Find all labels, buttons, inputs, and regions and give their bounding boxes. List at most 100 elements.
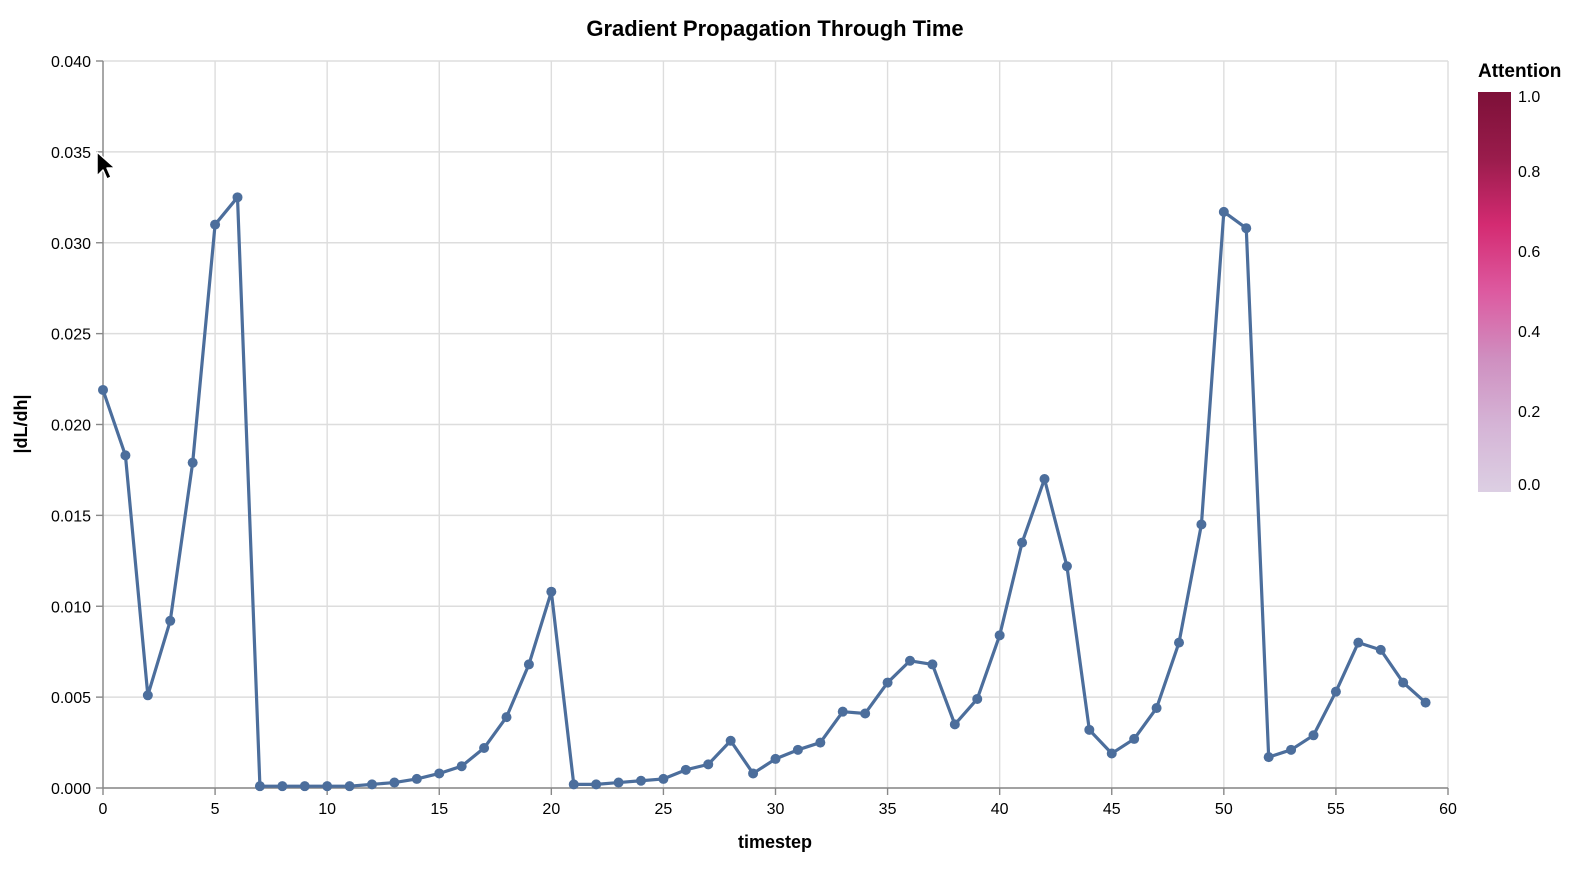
data-point[interactable] [456, 761, 467, 772]
x-tick-label: 55 [1327, 801, 1345, 818]
data-point[interactable] [994, 630, 1005, 641]
data-point[interactable] [636, 775, 646, 786]
axes: 0 5 10 15 20 25 30 35 40 45 50 55 60 0.000 0.005 0.010 0… [51, 54, 1457, 818]
data-point[interactable] [523, 659, 534, 670]
data-point[interactable] [98, 384, 108, 395]
x-tick-label: 20 [542, 801, 560, 818]
y-tick-label: 0.035 [51, 145, 91, 162]
data-point[interactable] [568, 779, 579, 790]
data-point[interactable] [1241, 223, 1252, 234]
y-tick-label: 0.000 [51, 781, 91, 798]
chart-title: Gradient Propagation Through Time [586, 16, 963, 41]
data-point[interactable] [210, 219, 221, 230]
y-tick-label: 0.005 [51, 690, 91, 707]
data-point[interactable] [1017, 537, 1028, 548]
data-point[interactable] [165, 615, 176, 626]
data-point[interactable] [501, 712, 512, 723]
data-point[interactable] [479, 743, 490, 754]
legend-label: 0.6 [1518, 244, 1540, 261]
data-point[interactable] [411, 773, 422, 784]
data-point[interactable] [1151, 703, 1162, 714]
data-point[interactable] [748, 768, 759, 779]
data-point[interactable] [1375, 644, 1386, 655]
mouse-cursor-icon [96, 151, 116, 180]
x-tick-label: 15 [430, 801, 448, 818]
data-point[interactable] [815, 737, 826, 748]
data-point[interactable] [1039, 474, 1050, 485]
data-point[interactable] [1398, 677, 1409, 688]
x-tick-label: 35 [879, 801, 897, 818]
data-point[interactable] [927, 659, 938, 670]
legend-label: 1.0 [1518, 89, 1540, 106]
x-tick-label: 25 [655, 801, 673, 818]
data-point[interactable] [232, 192, 243, 203]
data-point[interactable] [254, 781, 265, 792]
y-axis-title: |dL/dh| [11, 394, 31, 453]
data-point[interactable] [882, 677, 893, 688]
data-point[interactable] [299, 781, 310, 792]
series-line-group [101, 195, 1427, 788]
series-line [101, 195, 1427, 788]
legend: Attention 1.0 0.8 0.6 0.4 0.2 0.0 [1478, 61, 1561, 494]
legend-label: 0.0 [1518, 477, 1540, 494]
x-tick-label: 10 [318, 801, 336, 818]
data-point[interactable] [1061, 561, 1072, 572]
data-point[interactable] [1084, 724, 1095, 735]
data-point[interactable] [1106, 748, 1117, 759]
data-point[interactable] [367, 779, 377, 790]
data-point[interactable] [1263, 752, 1274, 763]
data-point[interactable] [1129, 733, 1140, 744]
data-point[interactable] [905, 655, 915, 666]
y-tick-label: 0.030 [51, 236, 91, 253]
x-tick-label: 5 [211, 801, 220, 818]
data-point[interactable] [120, 450, 131, 461]
x-tick-label: 30 [767, 801, 785, 818]
y-tick-label: 0.040 [51, 54, 91, 71]
data-point[interactable] [837, 706, 848, 717]
legend-gradient-bar [1478, 92, 1511, 492]
data-point[interactable] [434, 768, 445, 779]
data-point[interactable] [725, 735, 736, 746]
data-point[interactable] [344, 781, 355, 792]
y-tick-label: 0.015 [51, 508, 91, 525]
data-point[interactable] [322, 781, 333, 792]
data-point[interactable] [613, 777, 624, 788]
data-point[interactable] [792, 744, 803, 755]
legend-label: 0.4 [1518, 324, 1540, 341]
data-point[interactable] [860, 708, 871, 719]
data-point[interactable] [1308, 730, 1319, 741]
data-point[interactable] [591, 779, 602, 790]
data-point[interactable] [1353, 637, 1364, 648]
x-tick-label: 40 [991, 801, 1009, 818]
y-tick-label: 0.025 [51, 327, 91, 344]
data-point[interactable] [770, 753, 781, 764]
gridlines [102, 60, 1449, 789]
x-tick-label: 50 [1215, 801, 1233, 818]
data-points [98, 192, 1431, 792]
data-point[interactable] [949, 719, 960, 730]
data-point[interactable] [703, 759, 714, 770]
data-point[interactable] [1174, 637, 1184, 648]
data-point[interactable] [1286, 744, 1297, 755]
legend-title: Attention [1478, 61, 1561, 82]
data-point[interactable] [546, 586, 557, 597]
x-tick-label: 60 [1439, 801, 1457, 818]
x-tick-label: 0 [99, 801, 108, 818]
data-point[interactable] [680, 764, 691, 775]
legend-labels: 1.0 0.8 0.6 0.4 0.2 0.0 [1518, 89, 1540, 494]
data-point[interactable] [658, 773, 669, 784]
data-point[interactable] [389, 777, 400, 788]
data-point[interactable] [1196, 519, 1207, 530]
data-point[interactable] [277, 781, 288, 792]
data-point[interactable] [972, 693, 983, 704]
data-point[interactable] [1330, 686, 1341, 697]
data-point[interactable] [187, 457, 198, 468]
data-point[interactable] [1420, 697, 1431, 708]
data-point[interactable] [142, 690, 153, 701]
legend-label: 0.8 [1518, 164, 1540, 181]
y-tick-label: 0.010 [51, 599, 91, 616]
x-tick-label: 45 [1103, 801, 1121, 818]
data-point[interactable] [1218, 206, 1229, 217]
